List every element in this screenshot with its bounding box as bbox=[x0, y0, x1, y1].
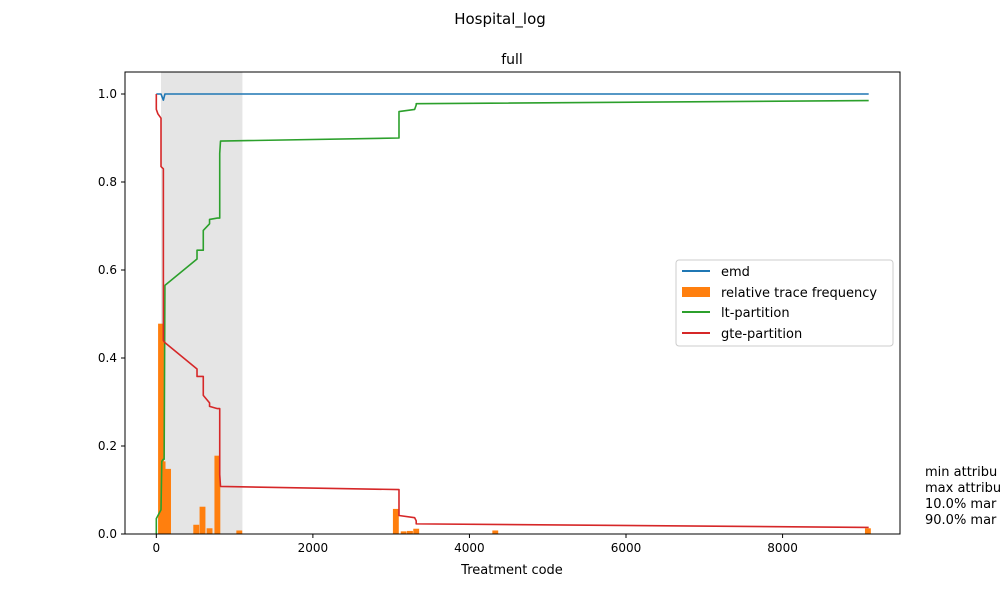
bar-relative-trace-frequency bbox=[158, 323, 164, 534]
bar-relative-trace-frequency bbox=[165, 468, 171, 534]
side-notes: min attribu max attribu 10.0% mar 90.0% … bbox=[925, 465, 1000, 528]
x-axis: 0 2000 4000 6000 8000 bbox=[152, 534, 798, 555]
chart-title: full bbox=[501, 52, 523, 68]
bar-relative-trace-frequency bbox=[236, 530, 243, 534]
legend-label-relative-trace-frequency: relative trace frequency bbox=[721, 286, 877, 301]
x-tick-label: 2000 bbox=[298, 541, 329, 555]
bar-relative-trace-frequency bbox=[407, 530, 413, 534]
legend: emd relative trace frequency lt-partitio… bbox=[675, 259, 894, 347]
x-tick-label: 8000 bbox=[767, 541, 798, 555]
y-tick-label: 0.0 bbox=[98, 527, 117, 541]
line-emd bbox=[156, 93, 869, 101]
bar-relative-trace-frequency bbox=[492, 530, 499, 534]
side-note-10-percent-margin: 10.0% mar bbox=[925, 497, 997, 512]
bar-relative-trace-frequency bbox=[193, 524, 200, 534]
figure-suptitle: Hospital_log bbox=[454, 10, 546, 29]
side-note-90-percent-margin: 90.0% mar bbox=[925, 513, 997, 528]
bar-relative-trace-frequency bbox=[400, 531, 407, 534]
line-lt-partition bbox=[155, 99, 869, 534]
legend-label-lt-partition: lt-partition bbox=[721, 306, 790, 321]
bar-relative-trace-frequency bbox=[206, 528, 213, 534]
bar-relative-trace-frequency bbox=[199, 506, 206, 534]
y-tick-label: 1.0 bbox=[98, 87, 117, 101]
bar-relative-trace-frequency bbox=[392, 508, 399, 534]
plot-area bbox=[155, 72, 871, 534]
legend-box bbox=[675, 259, 894, 347]
x-axis-label: Treatment code bbox=[460, 563, 563, 578]
side-note-min-attribute: min attribu bbox=[925, 465, 997, 480]
y-tick-label: 0.4 bbox=[98, 351, 117, 365]
bar-relative-trace-frequency bbox=[159, 461, 166, 534]
line-gte-partition bbox=[155, 94, 869, 529]
y-tick-label: 0.8 bbox=[98, 175, 117, 189]
x-tick-label: 0 bbox=[152, 541, 160, 555]
legend-label-emd: emd bbox=[721, 265, 750, 280]
bar-relative-trace-frequency bbox=[413, 528, 420, 534]
legend-swatch-relative-trace-frequency bbox=[682, 287, 710, 297]
x-tick-label: 4000 bbox=[454, 541, 485, 555]
x-tick-label: 6000 bbox=[611, 541, 642, 555]
bar-relative-trace-frequency bbox=[864, 528, 871, 534]
bar-relative-trace-frequency bbox=[214, 455, 221, 534]
y-axis: 0.0 0.2 0.4 0.6 0.8 1.0 bbox=[98, 87, 125, 541]
shaded-region bbox=[161, 72, 243, 534]
y-tick-label: 0.2 bbox=[98, 439, 117, 453]
axes-frame bbox=[124, 71, 901, 535]
y-tick-label: 0.6 bbox=[98, 263, 117, 277]
legend-label-gte-partition: gte-partition bbox=[721, 327, 802, 342]
side-note-max-attribute: max attribu bbox=[925, 481, 1000, 496]
